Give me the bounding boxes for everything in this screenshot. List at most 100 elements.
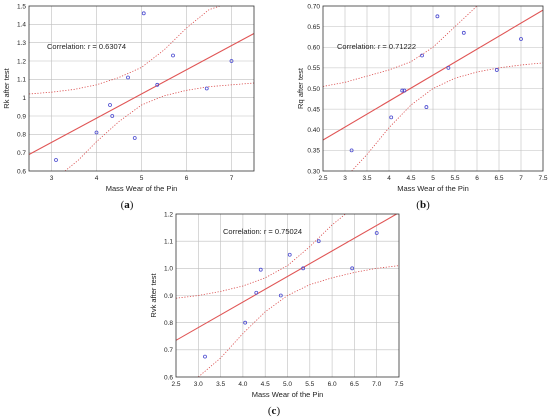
caption-open-paren: ( xyxy=(268,405,272,417)
caption-close-paren: ) xyxy=(276,405,280,417)
y-tick-label: 0.50 xyxy=(307,86,320,93)
data-layer xyxy=(176,214,399,377)
y-tick-label: 0.8 xyxy=(164,320,173,327)
confidence-band-lower xyxy=(351,62,543,171)
data-point xyxy=(461,30,466,35)
x-tick-label: 2.5 xyxy=(171,381,180,388)
x-axis-title: Mass Wear of the Pin xyxy=(106,184,178,193)
y-tick-label: 0.7 xyxy=(17,150,26,157)
correlation-annotation: Correlation: r = 0.63074 xyxy=(47,42,126,51)
y-axis-title: Rk after test xyxy=(2,67,11,108)
y-tick-label: 0.40 xyxy=(307,127,320,134)
x-tick-label: 3 xyxy=(343,175,347,182)
x-tick-label: 6.0 xyxy=(328,381,337,388)
data-point xyxy=(402,88,407,93)
data-point xyxy=(94,130,99,135)
x-tick-label: 4 xyxy=(95,175,99,182)
y-tick-label: 1.1 xyxy=(17,77,26,84)
data-point xyxy=(420,53,424,58)
chart-panel-c: 2.5 3.0 3.5 4.0 4.5 5.0 5.5 6.0 6.5 7.0 7.5 0.6 0.7 0… xyxy=(149,211,404,417)
data-point xyxy=(316,239,321,244)
x-tick-label: 4 xyxy=(387,175,391,182)
y-tick-label: 1.3 xyxy=(17,40,26,47)
data-point xyxy=(349,148,354,153)
data-point xyxy=(301,266,306,271)
data-point xyxy=(204,86,209,91)
x-tick-label: 6.5 xyxy=(350,381,359,388)
y-tick-label: 0.7 xyxy=(164,347,173,354)
x-tick-label: 6.5 xyxy=(494,175,503,182)
data-point xyxy=(229,59,234,63)
y-tick-label: 0.45 xyxy=(307,106,320,113)
correlation-annotation: Correlation: r = 0.75024 xyxy=(223,227,302,236)
y-axis-title: Rvk after test xyxy=(149,272,158,317)
y-tick-label: 0.60 xyxy=(307,45,320,52)
x-tick-label: 6 xyxy=(475,175,479,182)
correlation-annotation: Correlation: r = 0.71222 xyxy=(337,42,416,51)
x-tick-label: 7.5 xyxy=(538,175,547,182)
y-tick-label: 0.35 xyxy=(307,148,320,155)
chart-panel-b: 2.5 3 3.5 4 4.5 5 5.5 6 6.5 7 7.5 0.30 0.35 0.40 0.45 0… xyxy=(296,3,548,211)
y-tick-label: 1.4 xyxy=(17,22,26,29)
data-point xyxy=(400,88,405,93)
data-point xyxy=(424,105,429,109)
y-tick-label: 1 xyxy=(22,95,26,102)
x-axis-title: Mass Wear of the Pin xyxy=(252,390,324,399)
x-tick-label: 3.0 xyxy=(194,381,203,388)
data-point xyxy=(258,267,263,272)
x-tick-label: 4.0 xyxy=(238,381,247,388)
y-tick-label: 1.2 xyxy=(164,211,173,218)
data-point xyxy=(171,53,175,58)
y-tick-label: 0.9 xyxy=(17,113,26,120)
confidence-band-upper xyxy=(29,6,221,95)
data-point xyxy=(435,14,440,19)
data-point xyxy=(494,68,499,72)
x-tick-label: 3 xyxy=(50,175,54,182)
data-layer xyxy=(323,6,543,171)
data-point xyxy=(374,231,379,235)
panel-caption: (c) xyxy=(268,405,281,417)
y-tick-label: 0.70 xyxy=(307,3,320,10)
y-tick-label: 1.5 xyxy=(17,3,26,10)
data-point xyxy=(254,290,259,295)
data-point xyxy=(108,103,112,107)
y-tick-label: 0.9 xyxy=(164,293,173,300)
regression-line xyxy=(176,214,398,341)
x-tick-label: 5 xyxy=(431,175,435,182)
x-tick-label: 4.5 xyxy=(261,381,270,388)
x-tick-label: 5.5 xyxy=(305,381,314,388)
y-tick-label: 0.55 xyxy=(307,65,320,72)
x-tick-label: 7.5 xyxy=(394,381,403,388)
data-point xyxy=(389,115,394,120)
panel-letter: a xyxy=(124,199,130,211)
data-point xyxy=(126,75,130,80)
plot-frame xyxy=(28,5,255,172)
x-tick-label: 3.5 xyxy=(216,381,225,388)
y-tick-label: 0.65 xyxy=(307,24,320,31)
panel-caption: (a) xyxy=(121,199,134,211)
y-tick-label: 1.1 xyxy=(164,238,173,245)
x-tick-label: 6 xyxy=(185,175,189,182)
data-point xyxy=(446,65,451,70)
plot-frame xyxy=(322,5,544,172)
y-tick-label: 0.6 xyxy=(164,374,173,381)
data-point xyxy=(110,114,115,118)
panel-letter: b xyxy=(420,199,426,211)
data-point xyxy=(350,266,355,271)
data-point xyxy=(155,82,160,87)
data-point xyxy=(141,11,146,16)
data-point xyxy=(243,320,248,325)
x-axis-title: Mass Wear of the Pin xyxy=(397,184,469,193)
x-tick-label: 2.5 xyxy=(318,175,327,182)
y-tick-label: 1.2 xyxy=(17,58,26,65)
caption-open-paren: ( xyxy=(416,199,420,211)
x-tick-label: 7 xyxy=(519,175,523,182)
data-point xyxy=(203,354,207,359)
data-point xyxy=(132,136,137,140)
caption-open-paren: ( xyxy=(121,199,125,211)
panel-caption: (b) xyxy=(416,199,430,211)
x-tick-label: 7.0 xyxy=(372,381,381,388)
data-point xyxy=(287,252,292,257)
y-tick-label: 0.30 xyxy=(307,168,320,175)
